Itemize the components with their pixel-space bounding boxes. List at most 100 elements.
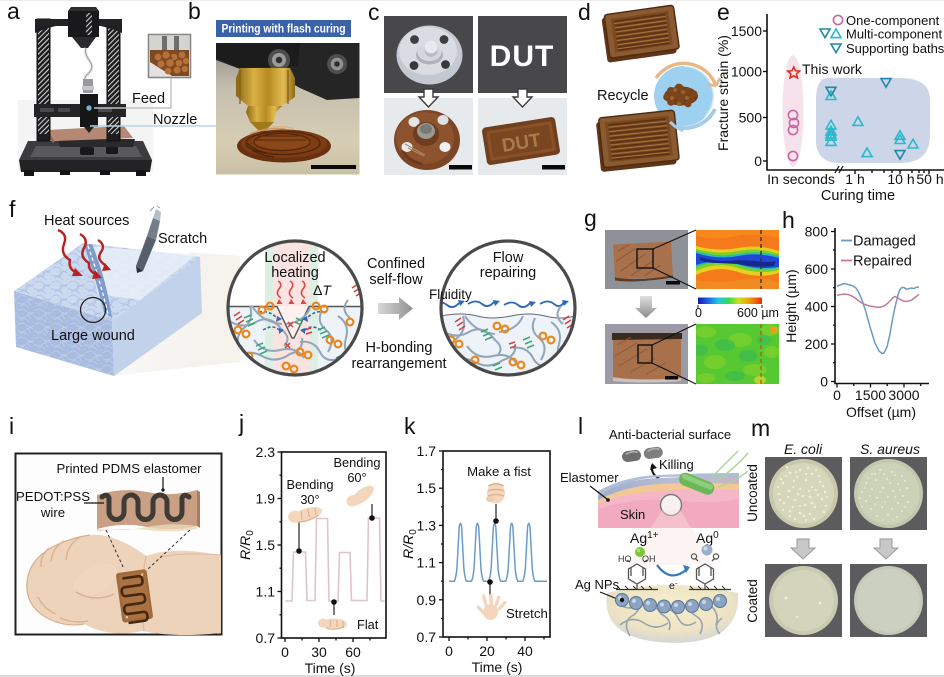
svg-text:0: 0 xyxy=(695,306,702,320)
svg-text:1.1: 1.1 xyxy=(256,584,276,600)
svg-text:Offset (µm): Offset (µm) xyxy=(846,404,916,420)
svg-text:Ag NPs: Ag NPs xyxy=(575,577,620,592)
svg-text:H-bonding: H-bonding xyxy=(366,340,433,356)
svg-text:Damaged: Damaged xyxy=(853,234,916,250)
svg-text:30: 30 xyxy=(311,644,327,660)
svg-text:3000: 3000 xyxy=(888,387,919,403)
svg-text:60°: 60° xyxy=(347,470,366,485)
svg-text:Localized: Localized xyxy=(264,250,325,266)
svg-text:1.9: 1.9 xyxy=(256,491,276,507)
svg-text:Printing with flash curing: Printing with flash curing xyxy=(222,22,346,36)
svg-text:Feed: Feed xyxy=(132,91,165,107)
svg-text:Killing: Killing xyxy=(659,457,694,472)
svg-text:Fracture strain (%): Fracture strain (%) xyxy=(715,35,731,151)
svg-text:R/R0: R/R0 xyxy=(400,529,419,559)
svg-text:50 h: 50 h xyxy=(916,171,943,187)
svg-text:self-flow: self-flow xyxy=(369,272,423,288)
svg-text:0: 0 xyxy=(820,374,828,390)
svg-text:Printed PDMS elastomer: Printed PDMS elastomer xyxy=(56,461,202,476)
svg-text:Time (s): Time (s) xyxy=(472,659,523,675)
svg-text:One-component: One-component xyxy=(846,13,940,28)
svg-text:500: 500 xyxy=(739,110,763,126)
svg-text:Bending: Bending xyxy=(334,455,381,470)
svg-text:0: 0 xyxy=(445,643,453,659)
svg-text:Coated: Coated xyxy=(745,579,760,623)
svg-text:f: f xyxy=(9,196,16,222)
svg-text:i: i xyxy=(9,413,14,439)
svg-text:h: h xyxy=(782,207,795,233)
svg-text:R/R0: R/R0 xyxy=(237,530,256,560)
svg-text:Time (s): Time (s) xyxy=(305,660,356,676)
svg-text:Stretch: Stretch xyxy=(506,606,548,621)
svg-text:1 h: 1 h xyxy=(845,171,864,187)
svg-text:1500: 1500 xyxy=(731,23,762,39)
svg-text:repairing: repairing xyxy=(480,265,536,281)
svg-text:Height (µm): Height (µm) xyxy=(783,269,799,342)
svg-text:PEDOT:PSS: PEDOT:PSS xyxy=(16,489,90,504)
svg-text:Scratch: Scratch xyxy=(158,231,207,247)
svg-text:Repaired: Repaired xyxy=(853,254,912,270)
svg-text:Multi-component: Multi-component xyxy=(846,27,942,42)
svg-text:0: 0 xyxy=(754,153,762,169)
svg-text:600: 600 xyxy=(805,261,829,277)
svg-text:10 h: 10 h xyxy=(887,171,914,187)
svg-text:Fluidity: Fluidity xyxy=(429,287,472,302)
svg-text:20: 20 xyxy=(479,643,495,659)
svg-text:Supporting baths: Supporting baths xyxy=(846,41,944,56)
svg-text:k: k xyxy=(404,413,416,439)
svg-text:1500: 1500 xyxy=(855,387,886,403)
svg-text:a: a xyxy=(7,0,20,24)
svg-text:e-: e- xyxy=(669,579,678,592)
svg-text:Skin: Skin xyxy=(620,507,645,522)
svg-text:60: 60 xyxy=(345,644,361,660)
svg-text:Elastomer: Elastomer xyxy=(560,470,619,485)
svg-text:g: g xyxy=(584,205,597,231)
svg-text:DUT: DUT xyxy=(490,40,555,73)
svg-text:400: 400 xyxy=(805,299,829,315)
svg-text:800: 800 xyxy=(805,224,829,240)
svg-text:1.7: 1.7 xyxy=(417,443,437,459)
svg-text:0.7: 0.7 xyxy=(256,630,276,646)
svg-text:2.3: 2.3 xyxy=(256,444,276,460)
svg-text:600 µm: 600 µm xyxy=(737,306,779,320)
svg-text:b: b xyxy=(188,0,201,24)
svg-text:This work: This work xyxy=(802,61,863,77)
svg-text:Make a fist: Make a fist xyxy=(467,464,531,479)
svg-text:1.1: 1.1 xyxy=(417,555,437,571)
svg-text:l: l xyxy=(578,413,583,439)
svg-text:S. aureus: S. aureus xyxy=(860,441,920,457)
svg-text:wire: wire xyxy=(40,505,65,520)
svg-text:Large wound: Large wound xyxy=(51,328,135,344)
svg-text:Nozzle: Nozzle xyxy=(153,112,197,128)
svg-text:1.3: 1.3 xyxy=(417,517,437,533)
svg-text:Curing time: Curing time xyxy=(821,188,895,204)
svg-text:Confined: Confined xyxy=(367,256,425,272)
svg-text:Anti-bacterial surface: Anti-bacterial surface xyxy=(609,427,731,442)
svg-text:0.7: 0.7 xyxy=(417,629,437,645)
svg-text:Bending: Bending xyxy=(287,477,334,492)
svg-text:e: e xyxy=(717,0,730,25)
svg-text:E. coli: E. coli xyxy=(784,441,823,457)
svg-text:0: 0 xyxy=(833,387,841,403)
svg-text:Heat sources: Heat sources xyxy=(44,213,129,229)
svg-text:1.5: 1.5 xyxy=(417,480,437,496)
svg-text:rearrangement: rearrangement xyxy=(351,356,446,372)
svg-text:1000: 1000 xyxy=(731,64,762,80)
svg-text:m: m xyxy=(751,415,770,441)
svg-text:OH: OH xyxy=(642,554,656,564)
svg-text:Flat: Flat xyxy=(357,617,379,632)
svg-text:ΔT: ΔT xyxy=(313,282,332,298)
svg-text:Uncoated: Uncoated xyxy=(745,464,760,522)
svg-text:200: 200 xyxy=(805,336,829,352)
svg-text:c: c xyxy=(368,0,380,25)
svg-text:30°: 30° xyxy=(300,492,319,507)
svg-text:Recycle: Recycle xyxy=(597,88,649,104)
svg-text:HO: HO xyxy=(618,554,632,564)
svg-text:Ag0: Ag0 xyxy=(696,530,719,546)
svg-text:1.5: 1.5 xyxy=(256,537,276,553)
svg-text:d: d xyxy=(578,0,591,25)
svg-text:j: j xyxy=(238,410,244,436)
svg-text:40: 40 xyxy=(517,643,533,659)
svg-text:0: 0 xyxy=(281,644,289,660)
svg-text:Flow: Flow xyxy=(493,250,524,266)
